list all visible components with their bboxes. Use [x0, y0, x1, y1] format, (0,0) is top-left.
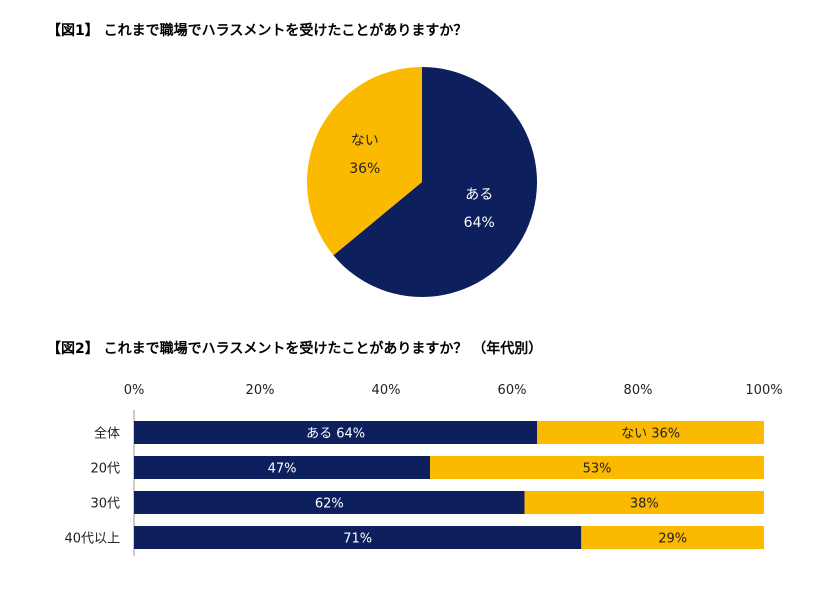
- pie-chart-title: 【図1】 これまで職場でハラスメントを受けたことがありますか？: [47, 23, 468, 39]
- bar-segment-no: [524, 491, 764, 514]
- bar-chart-title: 【図2】 これまで職場でハラスメントを受けたことがありますか？ （年代別）: [47, 341, 543, 357]
- bar-data-label: ある 64%: [306, 427, 365, 442]
- bar-data-label: 47%: [268, 462, 297, 477]
- bar-data-label: 71%: [343, 532, 372, 547]
- bar-data-label: ない 36%: [621, 427, 680, 442]
- category-label: 全体: [94, 426, 120, 442]
- bar-segment-no: [430, 456, 764, 479]
- pie-slice-yes: [333, 67, 537, 297]
- bar-data-label: 29%: [658, 532, 687, 547]
- category-label: 40代以上: [64, 532, 120, 547]
- bar-data-label: 38%: [630, 497, 659, 512]
- x-tick-label: 100%: [745, 383, 782, 398]
- bar-segment-yes: [134, 421, 538, 444]
- pie-slice-no: [307, 67, 422, 256]
- bar-segment-yes: [134, 526, 582, 549]
- category-label: 20代: [90, 462, 120, 477]
- x-tick-label: 0%: [124, 383, 145, 398]
- pie-slice-value: 64%: [464, 215, 495, 231]
- bar-segment-no: [537, 421, 764, 444]
- bar-data-label: 53%: [583, 462, 612, 477]
- pie-slice-value: 36%: [349, 161, 380, 177]
- x-tick-label: 20%: [246, 383, 275, 398]
- pie-slice-label: ある: [465, 187, 493, 203]
- x-tick-label: 40%: [372, 383, 401, 398]
- bar-segment-yes: [134, 456, 431, 479]
- x-tick-label: 80%: [624, 383, 653, 398]
- bar-segment-yes: [134, 491, 525, 514]
- bar-data-label: 62%: [315, 497, 344, 512]
- x-tick-label: 60%: [498, 383, 527, 398]
- pie-slice-label: ない: [351, 133, 379, 149]
- bar-segment-no: [581, 526, 764, 549]
- category-label: 30代: [90, 497, 120, 512]
